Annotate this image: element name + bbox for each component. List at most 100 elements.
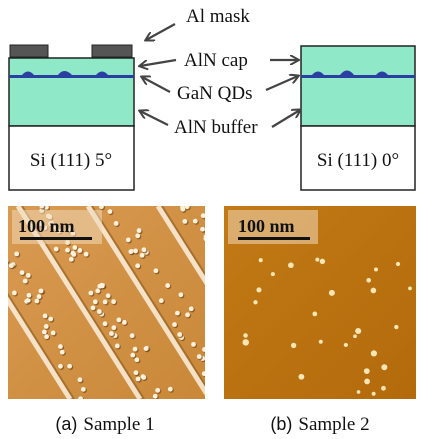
dot [103, 300, 108, 305]
dot [128, 249, 133, 254]
dot [271, 272, 275, 276]
dot [89, 291, 94, 296]
dot [408, 286, 412, 290]
figure: Si (111) 5° Si (111) 0° Al mask AlN cap … [0, 0, 421, 439]
dot [142, 247, 147, 252]
dot [211, 350, 216, 355]
dot [371, 288, 377, 294]
dot-shadow [214, 344, 219, 349]
dot [353, 334, 357, 338]
dot [4, 258, 9, 263]
dot [193, 219, 198, 224]
dot [371, 350, 377, 356]
dot [1, 236, 6, 241]
dot [141, 375, 146, 380]
dot [34, 299, 39, 304]
annotation: Al mask [186, 6, 250, 27]
arrow [140, 60, 176, 66]
dot [0, 267, 3, 272]
dot [177, 332, 182, 337]
dot [78, 377, 83, 382]
dot [137, 228, 142, 233]
dot-shadow [215, 390, 220, 395]
dot [155, 388, 160, 393]
dot [288, 262, 294, 268]
arrow [266, 76, 298, 90]
dot [168, 387, 173, 392]
dot [58, 344, 63, 349]
dot [329, 290, 335, 296]
dot [14, 251, 19, 256]
dot [144, 346, 149, 351]
dot [134, 357, 139, 362]
dot [191, 342, 196, 347]
dot [133, 347, 138, 352]
dot [298, 374, 304, 380]
dot [58, 364, 63, 369]
dot [364, 379, 370, 385]
dot [381, 386, 386, 391]
dot [320, 259, 325, 264]
annotation: AlN cap [184, 50, 248, 71]
dot [117, 318, 122, 323]
annotation: GaN QDs [177, 83, 252, 104]
dot-shadow [0, 252, 1, 257]
sample-name: Sample 2 [298, 414, 369, 435]
caption: (b) Sample 2 [270, 414, 369, 435]
dot [175, 311, 180, 316]
dot [218, 379, 223, 384]
dot [78, 396, 83, 401]
dot [372, 392, 376, 396]
dot [44, 324, 49, 329]
dot [37, 294, 42, 299]
dot [134, 370, 139, 375]
dot [197, 354, 202, 359]
arrow [272, 110, 300, 127]
scale-bar-label: 100 nm [18, 216, 75, 236]
panel-label: (b) [270, 414, 292, 434]
dot [219, 378, 224, 383]
dot [182, 219, 187, 224]
dot [136, 377, 141, 382]
dot [243, 333, 248, 338]
arrow [140, 111, 168, 125]
dot [114, 221, 119, 226]
dot [20, 270, 25, 275]
dot [26, 273, 31, 278]
dot-shadow [218, 281, 223, 286]
dot [135, 233, 140, 238]
dot [200, 227, 205, 232]
dot-shadow [5, 259, 10, 264]
dot [122, 320, 127, 325]
dot [51, 330, 56, 335]
dot [111, 299, 116, 304]
dot [181, 207, 186, 212]
dot [355, 328, 361, 334]
sample-name: Sample 1 [83, 414, 154, 435]
dot [253, 300, 257, 304]
dot [374, 267, 378, 271]
dot [97, 309, 102, 314]
dot [12, 291, 17, 296]
dot [396, 262, 400, 266]
dot [91, 305, 96, 310]
dot [315, 258, 319, 262]
dot [242, 339, 249, 346]
dot [44, 334, 49, 339]
dot-shadow [219, 380, 224, 385]
dot [67, 364, 72, 369]
dot [165, 283, 170, 288]
dot [214, 389, 219, 394]
dot [256, 287, 261, 292]
left-stack: Si (111) 5° [9, 45, 134, 190]
panel-label: (a) [55, 414, 77, 434]
dot [217, 280, 222, 285]
arrow [146, 24, 175, 40]
scale-bar-label: 100 nm [238, 216, 295, 236]
dot-shadow [2, 237, 7, 242]
dot [130, 333, 135, 338]
dot [77, 248, 82, 253]
dot [366, 278, 371, 283]
dot [202, 347, 207, 352]
caption: (a) Sample 1 [55, 414, 154, 435]
